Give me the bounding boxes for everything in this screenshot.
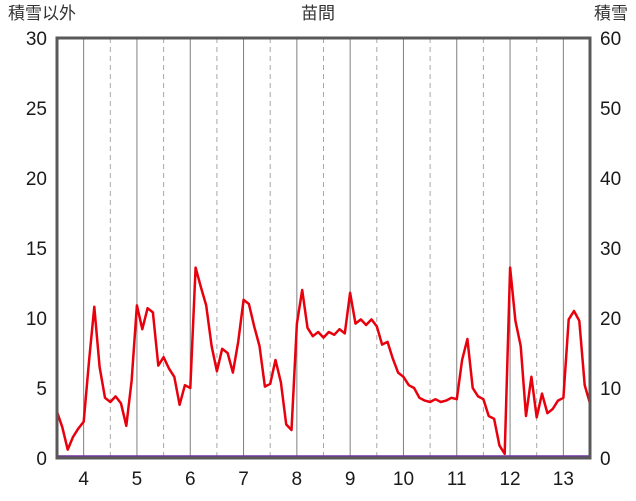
right-axis-tick-label: 0 <box>600 449 611 470</box>
left-axis-tick-label: 0 <box>36 449 47 470</box>
plot-border <box>55 36 592 460</box>
x-axis-tick-label: 6 <box>185 469 196 490</box>
left-axis-tick-label: 25 <box>26 99 47 120</box>
x-axis-tick-label: 9 <box>345 469 356 490</box>
right-axis-tick-label: 10 <box>600 379 621 400</box>
series-line-left <box>55 266 592 456</box>
x-axis-tick-label: 5 <box>132 469 143 490</box>
left-axis-tick-label: 10 <box>26 309 47 330</box>
left-axis-tick-label: 20 <box>26 169 47 190</box>
x-axis-tick-label: 13 <box>553 469 574 490</box>
right-axis-title: 積雪 <box>594 4 628 23</box>
left-axis-tick-label: 30 <box>26 29 47 50</box>
x-axis-tick-label: 12 <box>499 469 520 490</box>
right-axis-tick-label: 50 <box>600 99 621 120</box>
right-axis-tick-label: 30 <box>600 239 621 260</box>
right-axis-tick-label: 60 <box>600 29 621 50</box>
left-axis-title: 積雪以外 <box>8 4 76 23</box>
x-axis-tick-label: 4 <box>78 469 89 490</box>
x-axis-tick-label: 10 <box>393 469 414 490</box>
right-axis-tick-label: 20 <box>600 309 621 330</box>
left-axis-tick-label: 5 <box>36 379 47 400</box>
chart-title: 苗間 <box>301 4 335 23</box>
right-axis-tick-label: 40 <box>600 169 621 190</box>
x-axis-tick-label: 7 <box>238 469 249 490</box>
x-axis-tick-label: 8 <box>292 469 303 490</box>
x-axis-tick-label: 11 <box>447 469 467 490</box>
left-axis-tick-label: 15 <box>26 239 47 260</box>
